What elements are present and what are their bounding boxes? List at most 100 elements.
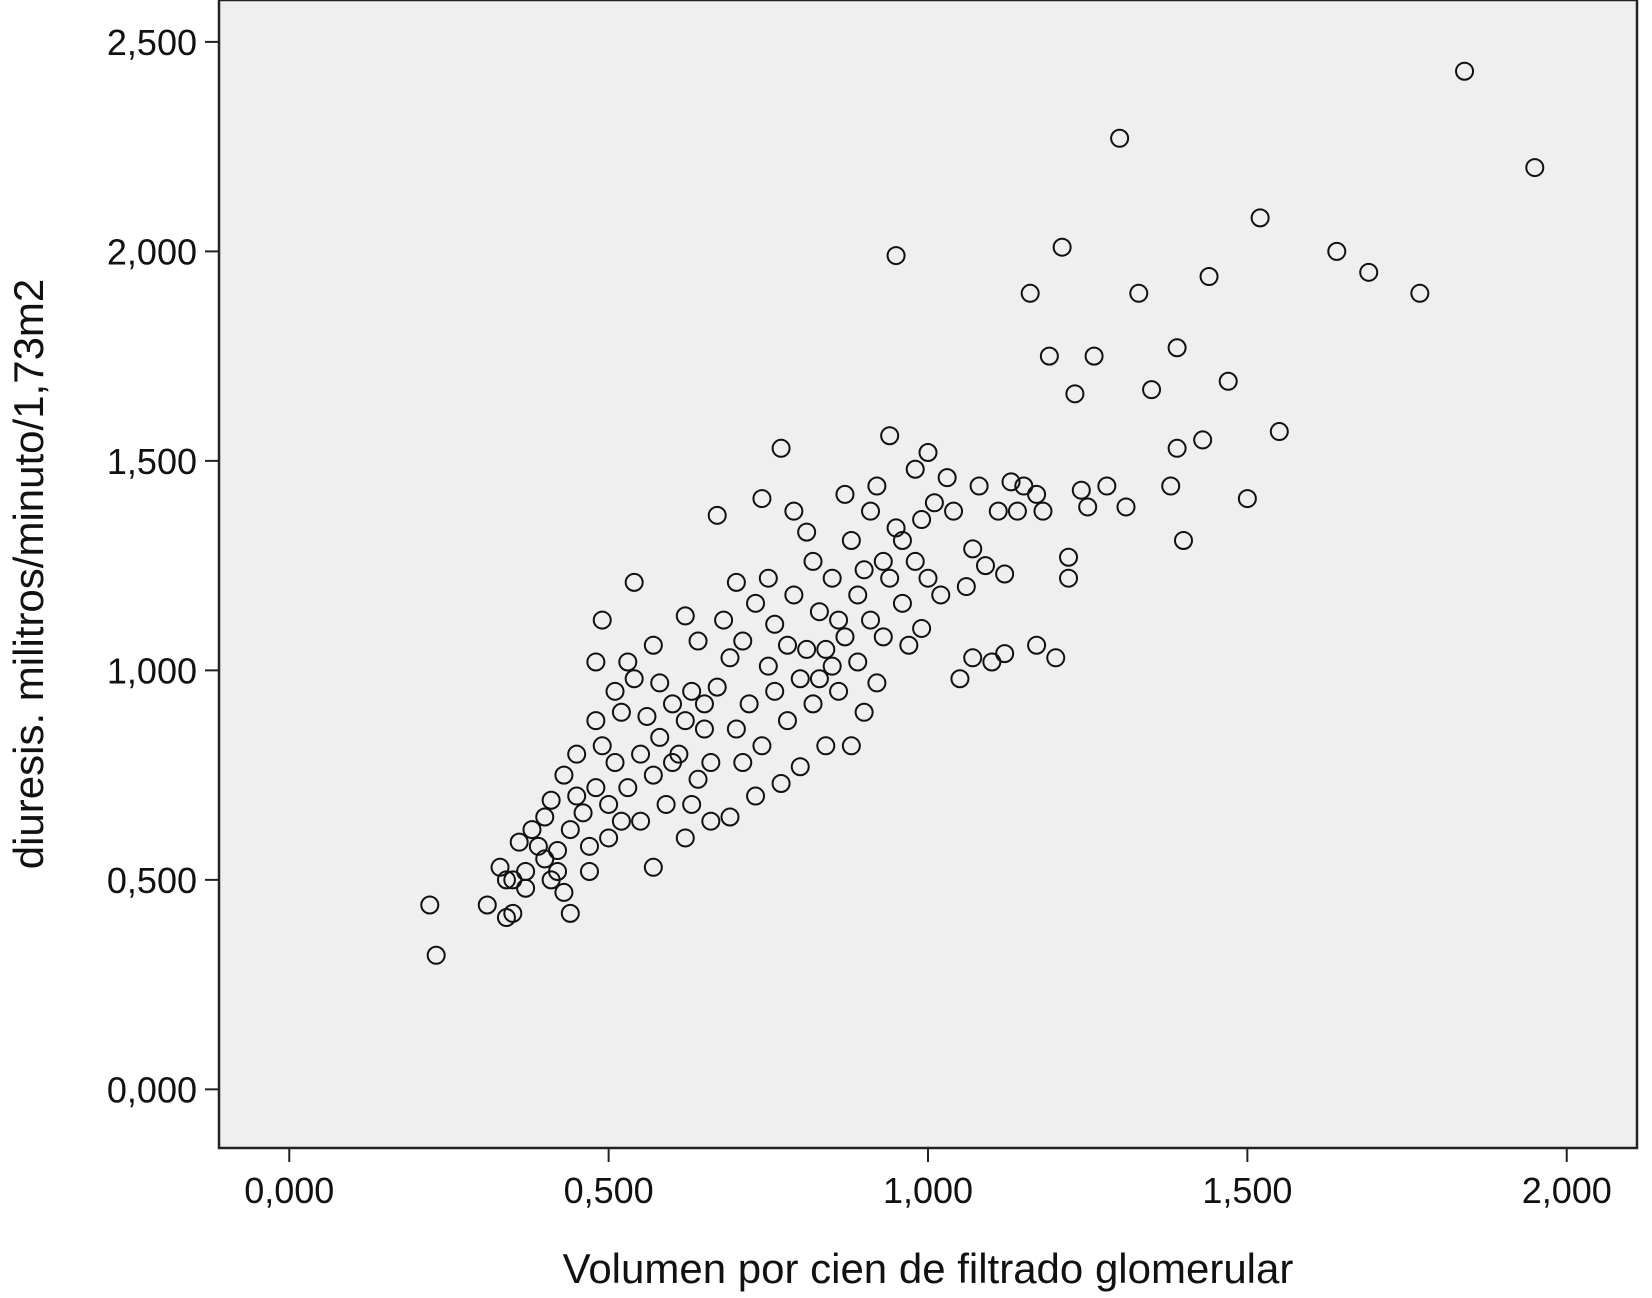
x-tick-label: 2,000 xyxy=(1522,1170,1612,1211)
x-axis-title: Volumen por cien de filtrado glomerular xyxy=(563,1245,1294,1292)
data-point xyxy=(592,610,612,630)
data-point xyxy=(924,493,944,513)
x-axis: 0,000 0,500 1,000 1,500 2,000 xyxy=(244,1148,1612,1211)
data-point xyxy=(956,577,976,597)
data-point xyxy=(835,484,855,504)
data-point xyxy=(605,753,625,773)
data-point xyxy=(1161,476,1181,496)
data-point xyxy=(1359,262,1379,282)
data-point xyxy=(694,719,714,739)
data-point xyxy=(1052,237,1072,257)
data-point xyxy=(1071,480,1091,500)
data-point xyxy=(1020,283,1040,303)
data-point xyxy=(694,694,714,714)
data-point xyxy=(656,794,676,814)
data-point xyxy=(816,736,836,756)
data-point xyxy=(682,794,702,814)
data-point xyxy=(758,656,778,676)
data-point xyxy=(579,836,599,856)
data-point xyxy=(541,790,561,810)
data-point xyxy=(797,639,817,659)
data-point xyxy=(809,669,829,689)
data-point xyxy=(1084,346,1104,366)
data-point xyxy=(1167,438,1187,458)
data-point xyxy=(809,602,829,622)
data-point xyxy=(650,673,670,693)
data-point xyxy=(522,820,542,840)
data-point xyxy=(803,694,823,714)
data-point xyxy=(1269,422,1289,442)
data-point xyxy=(631,811,651,831)
data-point xyxy=(829,610,849,630)
data-point xyxy=(669,744,689,764)
data-point xyxy=(848,585,868,605)
data-point xyxy=(841,736,861,756)
data-point xyxy=(618,778,638,798)
data-point xyxy=(912,510,932,530)
data-point xyxy=(1027,484,1047,504)
data-point xyxy=(988,501,1008,521)
data-point xyxy=(631,744,651,764)
data-point xyxy=(624,572,644,592)
data-point xyxy=(579,861,599,881)
data-point xyxy=(867,673,887,693)
data-point xyxy=(1078,497,1098,517)
data-point xyxy=(554,765,574,785)
data-point xyxy=(714,610,734,630)
data-point xyxy=(643,857,663,877)
data-point xyxy=(739,694,759,714)
data-point xyxy=(599,828,619,848)
y-axis-title: diuresis. militros/minuto/1,73m2 xyxy=(5,279,52,870)
data-point xyxy=(426,945,446,965)
data-point xyxy=(496,870,516,890)
data-point xyxy=(1173,530,1193,550)
data-point xyxy=(560,820,580,840)
data-point xyxy=(841,530,861,550)
data-point xyxy=(535,807,555,827)
data-point xyxy=(803,551,823,571)
y-tick-label: 0,500 xyxy=(107,860,197,901)
data-point xyxy=(1410,283,1430,303)
data-point xyxy=(1116,497,1136,517)
data-point xyxy=(1237,489,1257,509)
y-axis: 0,000 0,500 1,000 1,500 2,000 2,500 xyxy=(107,22,219,1110)
data-point xyxy=(854,702,874,722)
y-tick-label: 1,500 xyxy=(107,441,197,482)
data-point xyxy=(726,572,746,592)
data-point xyxy=(848,652,868,672)
data-point xyxy=(586,652,606,672)
data-point xyxy=(688,769,708,789)
data-point xyxy=(1193,430,1213,450)
data-point xyxy=(1039,346,1059,366)
data-point xyxy=(707,505,727,525)
data-point xyxy=(905,459,925,479)
data-point xyxy=(822,568,842,588)
data-point xyxy=(675,711,695,731)
data-point xyxy=(650,727,670,747)
data-point xyxy=(1167,338,1187,358)
data-point xyxy=(1218,371,1238,391)
y-tick-label: 1,000 xyxy=(107,650,197,691)
plot-area xyxy=(217,0,1639,1150)
data-point xyxy=(599,794,619,814)
data-point xyxy=(592,736,612,756)
y-tick-label: 0,000 xyxy=(107,1069,197,1110)
data-point xyxy=(548,861,568,881)
data-point xyxy=(1007,501,1027,521)
data-point xyxy=(880,568,900,588)
data-point xyxy=(701,811,721,831)
data-point xyxy=(643,765,663,785)
data-point xyxy=(733,753,753,773)
data-point xyxy=(950,669,970,689)
data-point xyxy=(816,639,836,659)
data-point xyxy=(777,711,797,731)
data-point xyxy=(701,753,721,773)
data-point xyxy=(611,811,631,831)
data-point xyxy=(618,652,638,672)
data-point xyxy=(873,627,893,647)
data-point xyxy=(733,631,753,651)
y-tick-label: 2,500 xyxy=(107,22,197,63)
data-point xyxy=(675,828,695,848)
data-point xyxy=(937,468,957,488)
